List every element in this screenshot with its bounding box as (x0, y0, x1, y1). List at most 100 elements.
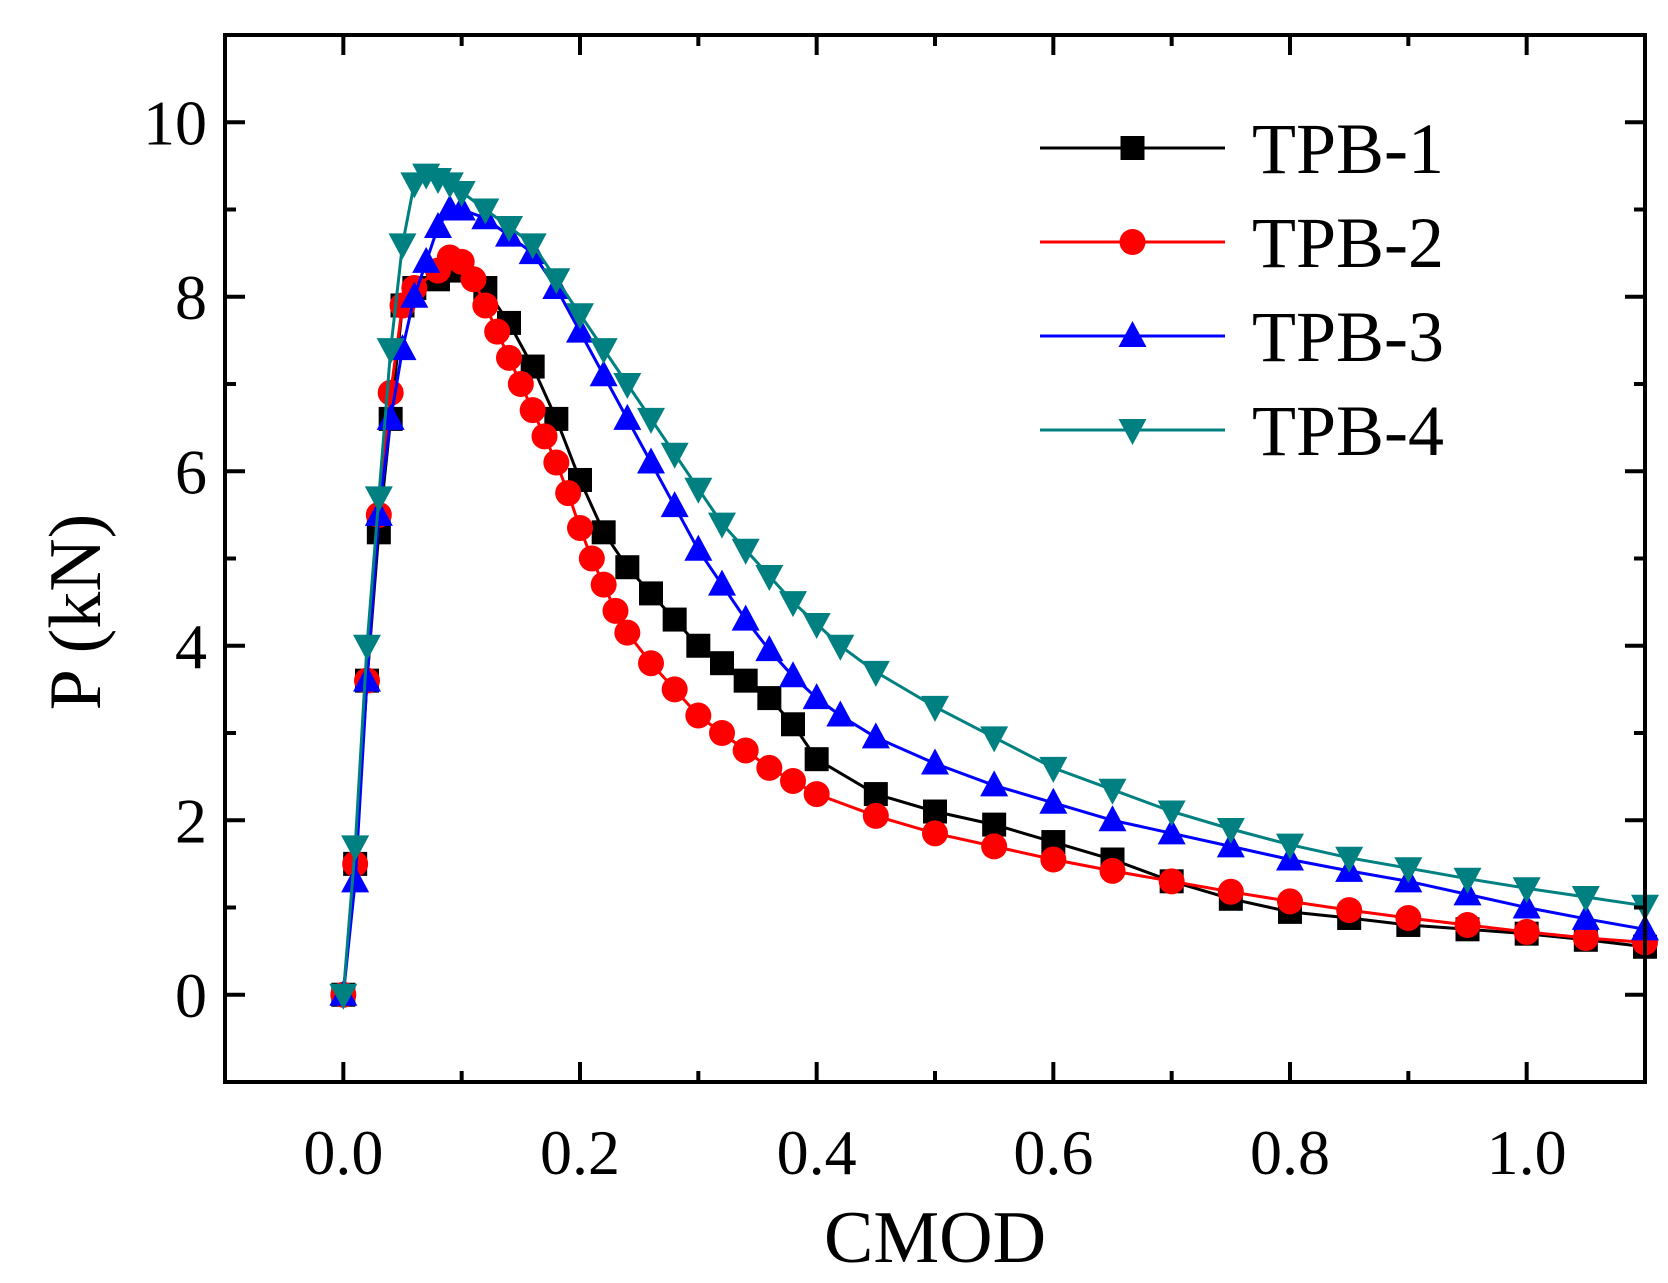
data-point (531, 423, 558, 450)
data-point (400, 281, 429, 308)
data-point (861, 722, 890, 749)
data-point (1335, 846, 1364, 873)
x-tick-label: 0.4 (777, 1117, 857, 1188)
data-point (613, 403, 642, 430)
x-tick-label: 0.6 (1013, 1117, 1093, 1188)
data-point (447, 181, 476, 208)
data-point (519, 397, 546, 424)
legend-label: TPB-4 (1252, 391, 1444, 471)
data-point (353, 634, 381, 661)
data-point (921, 695, 949, 722)
data-point (591, 520, 616, 545)
data-point (1395, 904, 1422, 931)
data-point (614, 619, 641, 646)
data-point (756, 754, 783, 781)
data-point (1571, 886, 1600, 913)
data-point (424, 211, 452, 238)
legend-item: TPB-1 (1040, 109, 1444, 189)
data-point (755, 635, 784, 662)
data-point (1571, 903, 1600, 930)
data-point (484, 318, 511, 345)
data-point (685, 702, 712, 729)
data-point (862, 802, 889, 829)
data-point (329, 983, 358, 1010)
x-tick-label: 0.0 (303, 1117, 383, 1188)
data-point (921, 748, 949, 775)
data-point (543, 449, 570, 476)
data-point (1572, 925, 1599, 952)
data-point (1157, 800, 1186, 827)
data-point (708, 512, 736, 539)
y-tick-label: 6 (175, 436, 207, 507)
data-point (733, 668, 758, 693)
data-point (1098, 805, 1127, 832)
legend: TPB-1 TPB-2 TPB-3 TPB-4 (1040, 109, 1444, 471)
data-point (1453, 867, 1482, 894)
data-point (1336, 897, 1363, 924)
y-tick-label: 4 (175, 611, 207, 682)
data-point (709, 720, 735, 746)
data-point (495, 215, 523, 242)
series-tpb-4 (329, 163, 1659, 1010)
data-point (472, 292, 499, 319)
data-point (923, 799, 947, 824)
legend-item: TPB-2 (1040, 203, 1444, 283)
y-tick-label: 8 (175, 262, 207, 333)
data-point (686, 633, 711, 658)
data-point (555, 480, 582, 507)
data-point (662, 607, 687, 632)
data-point (861, 660, 890, 687)
legend-item: TPB-4 (1040, 391, 1444, 471)
data-point (639, 581, 663, 606)
data-point (980, 770, 1009, 797)
data-point (602, 597, 629, 624)
legend-marker (1119, 229, 1146, 255)
y-axis-title: P (kN) (35, 514, 117, 711)
data-point (1039, 787, 1068, 814)
data-point (1039, 756, 1068, 783)
data-point (1216, 817, 1245, 844)
data-point (589, 360, 618, 387)
data-point (589, 338, 618, 365)
data-point (638, 650, 664, 677)
data-point (590, 571, 617, 598)
data-point (826, 634, 855, 661)
data-point (757, 686, 782, 711)
data-point (804, 747, 829, 772)
data-point (1276, 833, 1304, 860)
data-point (566, 303, 594, 330)
x-tick-label: 0.2 (540, 1117, 620, 1188)
legend-item: TPB-3 (1040, 297, 1444, 377)
data-point (613, 373, 642, 399)
data-point (802, 683, 831, 710)
data-point (460, 266, 487, 293)
data-point (731, 604, 760, 631)
legend-label: TPB-2 (1252, 203, 1444, 283)
data-point (922, 820, 948, 847)
x-axis: 0.0 0.2 0.4 0.6 0.8 1.0 (223, 35, 1647, 1188)
legend-marker (1120, 136, 1145, 160)
legend-label: TPB-1 (1252, 109, 1444, 189)
data-point (1277, 888, 1303, 915)
legend-marker (1118, 321, 1147, 347)
data-point (982, 812, 1007, 837)
data-point (1216, 831, 1245, 858)
data-point (803, 781, 830, 808)
data-point (1040, 846, 1067, 873)
data-point (1217, 878, 1244, 905)
series-line (341, 172, 1646, 995)
data-point (781, 712, 805, 737)
data-point (412, 246, 441, 273)
data-point (637, 407, 665, 434)
data-point (684, 534, 713, 561)
data-point (364, 486, 393, 513)
data-point (1099, 857, 1126, 884)
x-tick-label: 0.8 (1250, 1117, 1330, 1188)
data-point (755, 564, 784, 591)
data-point (1098, 778, 1127, 805)
data-point (732, 737, 759, 764)
series-tpb-1 (331, 258, 1657, 1007)
data-point (447, 194, 476, 221)
data-point (684, 477, 713, 504)
data-point (661, 676, 688, 703)
